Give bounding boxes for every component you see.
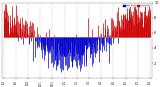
- Legend: Dew Point, Humidity: Dew Point, Humidity: [122, 4, 151, 7]
